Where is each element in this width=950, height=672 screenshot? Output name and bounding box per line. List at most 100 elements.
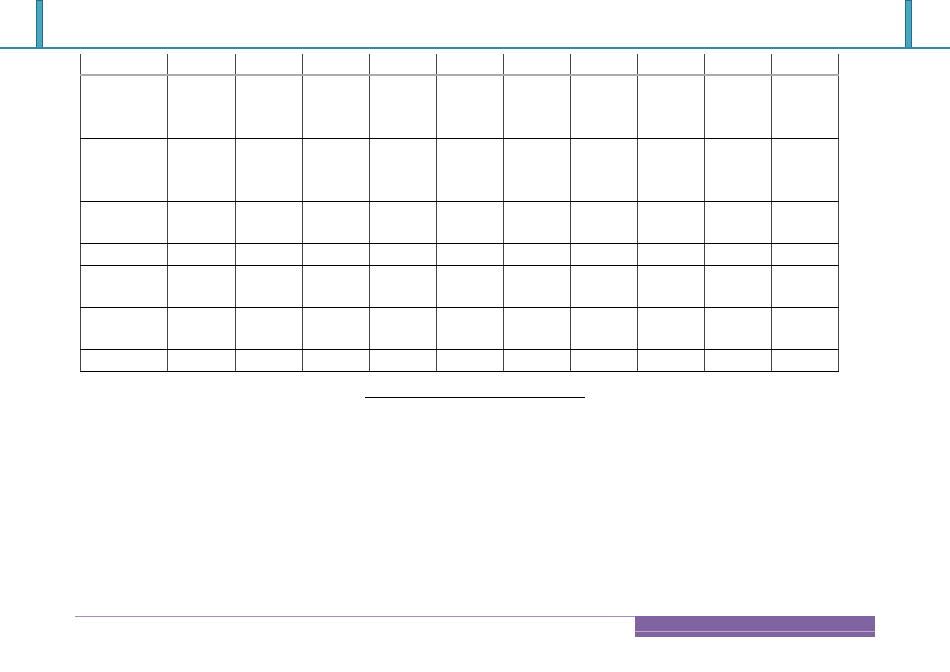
table-row [80,265,839,308]
table-cell [436,201,504,244]
table-cell [637,349,705,372]
table-cell [302,349,370,372]
table-row [80,307,839,350]
table-cell [771,349,839,372]
table-cell [302,75,370,139]
table-row [80,138,839,202]
table-cell [503,243,571,266]
table-cell [704,349,772,372]
table-cell [167,201,236,244]
table-cell [80,349,168,372]
table-row [80,75,839,139]
table-row [80,243,839,266]
table-cell [570,54,638,76]
table-cell [570,349,638,372]
table-cell [771,307,839,350]
table-cell [637,265,705,308]
table-cell [704,265,772,308]
table-cell [436,265,504,308]
table-cell [369,75,437,139]
table-cell [704,243,772,266]
table-cell [302,138,370,202]
table-cell [167,54,236,76]
table-cell [167,138,236,202]
table-cell [637,201,705,244]
table-cell [570,265,638,308]
table-cell [704,307,772,350]
table-cell [80,138,168,202]
table-cell [167,349,236,372]
table-cell [235,349,303,372]
table-cell [771,243,839,266]
table-cell [503,201,571,244]
table-cell [167,243,236,266]
table-cell [503,54,571,76]
footer-rule [75,616,635,617]
table-cell [235,201,303,244]
table-cell [235,75,303,139]
table-cell [503,265,571,308]
table-cell [503,307,571,350]
table-cell [369,243,437,266]
table-cell [637,138,705,202]
table-cell [80,265,168,308]
table-row [80,201,839,244]
table-cell [302,54,370,76]
table-cell [235,138,303,202]
table-cell [302,307,370,350]
table-cell [771,75,839,139]
table-cell [704,75,772,139]
table-cell [369,54,437,76]
table-cell [704,54,772,76]
table-cell [637,75,705,139]
footer-bar [635,616,875,637]
table-cell [570,307,638,350]
table-cell [436,349,504,372]
table-cell [302,243,370,266]
header-tab-left [36,0,43,48]
table-cell [503,349,571,372]
table-cell [570,75,638,139]
table-cell [771,138,839,202]
table-cell [570,201,638,244]
signature-rule [365,397,585,398]
table-cell [570,243,638,266]
table-cell [503,75,571,139]
table-cell [369,201,437,244]
table-cell [436,54,504,76]
table-cell [80,201,168,244]
table-cell [167,75,236,139]
table-cell [302,201,370,244]
table-cell [80,54,168,76]
table-cell [235,307,303,350]
table-row [80,54,839,76]
table-row [80,349,839,372]
table-cell [436,243,504,266]
table-cell [235,54,303,76]
table-cell [167,307,236,350]
table-cell [503,138,571,202]
table-cell [80,75,168,139]
table-cell [570,138,638,202]
header-rule [0,47,950,49]
table-cell [436,75,504,139]
table-cell [436,307,504,350]
table-cell [80,307,168,350]
table-cell [369,265,437,308]
table-cell [771,54,839,76]
table-cell [704,201,772,244]
table-cell [771,265,839,308]
table-cell [369,138,437,202]
header-tab-right [905,0,912,48]
table-cell [637,307,705,350]
table-cell [369,307,437,350]
table-cell [235,265,303,308]
table-cell [369,349,437,372]
table-cell [80,243,168,266]
data-table [80,54,839,372]
table-cell [436,138,504,202]
table-cell [704,138,772,202]
table-cell [637,54,705,76]
table-cell [637,243,705,266]
table-cell [771,201,839,244]
